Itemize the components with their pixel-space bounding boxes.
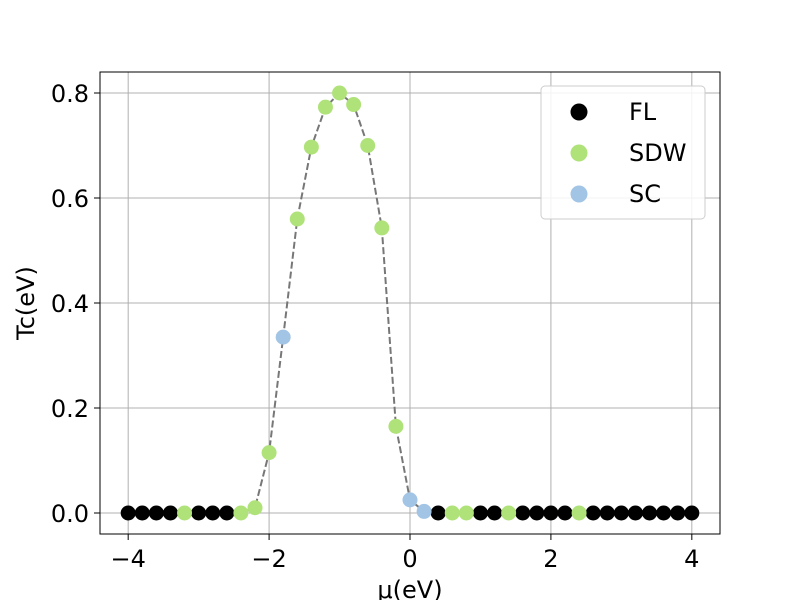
x-tick-label: 0 (402, 545, 417, 573)
sc-point (416, 503, 432, 519)
sc-point (402, 492, 418, 508)
sdw-point (247, 500, 263, 516)
fl-point (191, 505, 207, 521)
y-tick-label: 0.8 (51, 80, 89, 108)
fl-point (529, 505, 545, 521)
fl-point (670, 505, 686, 521)
fl-point (472, 505, 488, 521)
fl-point (585, 505, 601, 521)
y-tick-label: 0.6 (51, 185, 89, 213)
fl-point (613, 505, 629, 521)
fl-point (120, 505, 136, 521)
sdw-point (261, 445, 277, 461)
legend-marker-sdw (570, 144, 588, 162)
y-tick-label: 0.2 (51, 395, 89, 423)
legend-marker-sc (570, 185, 588, 203)
y-axis-label: Tc(eV) (12, 266, 40, 341)
fl-point (684, 505, 700, 521)
sdw-point (332, 85, 348, 101)
fl-point (515, 505, 531, 521)
sdw-point (458, 505, 474, 521)
fl-point (599, 505, 615, 521)
sdw-point (444, 505, 460, 521)
fl-point (557, 505, 573, 521)
sdw-point (360, 138, 376, 153)
legend-marker-fl (570, 103, 588, 121)
sdw-point (374, 220, 390, 236)
legend-label-sc: SC (629, 180, 661, 208)
legend-label-fl: FL (629, 98, 657, 126)
sdw-point (501, 505, 517, 521)
sdw-point (303, 139, 319, 155)
fl-point (543, 505, 559, 521)
x-tick-label: 4 (684, 545, 699, 573)
series-fl (120, 505, 700, 521)
x-tick-label: 2 (543, 545, 558, 573)
legend: FL SDW SC (540, 85, 706, 220)
data-points (120, 85, 700, 521)
x-tick-label: −2 (251, 545, 286, 573)
y-tick-label: 0.4 (51, 290, 89, 318)
fl-point (205, 505, 221, 521)
fl-point (430, 505, 446, 521)
fl-point (487, 505, 503, 521)
sdw-point (317, 99, 333, 115)
x-tick-label: −4 (110, 545, 145, 573)
x-axis-label: μ(eV) (377, 576, 442, 600)
sdw-point (177, 505, 193, 521)
fl-point (162, 505, 178, 521)
sc-point (275, 329, 291, 345)
y-tick-label: 0.0 (51, 500, 89, 528)
sdw-point (346, 97, 362, 113)
fl-point (219, 505, 235, 521)
fl-point (134, 505, 150, 521)
sdw-point (571, 505, 587, 521)
fl-point (656, 505, 672, 521)
fl-point (627, 505, 643, 521)
fl-point (642, 505, 658, 521)
series-sdw (177, 85, 587, 521)
sdw-point (233, 505, 249, 521)
fl-point (148, 505, 164, 521)
sdw-point (388, 418, 404, 434)
sdw-point (289, 211, 305, 227)
axis-ticks: −4 −2 0 2 4 0.0 0.2 0.4 0.6 0.8 (51, 80, 700, 573)
legend-label-sdw: SDW (629, 139, 686, 167)
series-sc (275, 329, 432, 519)
